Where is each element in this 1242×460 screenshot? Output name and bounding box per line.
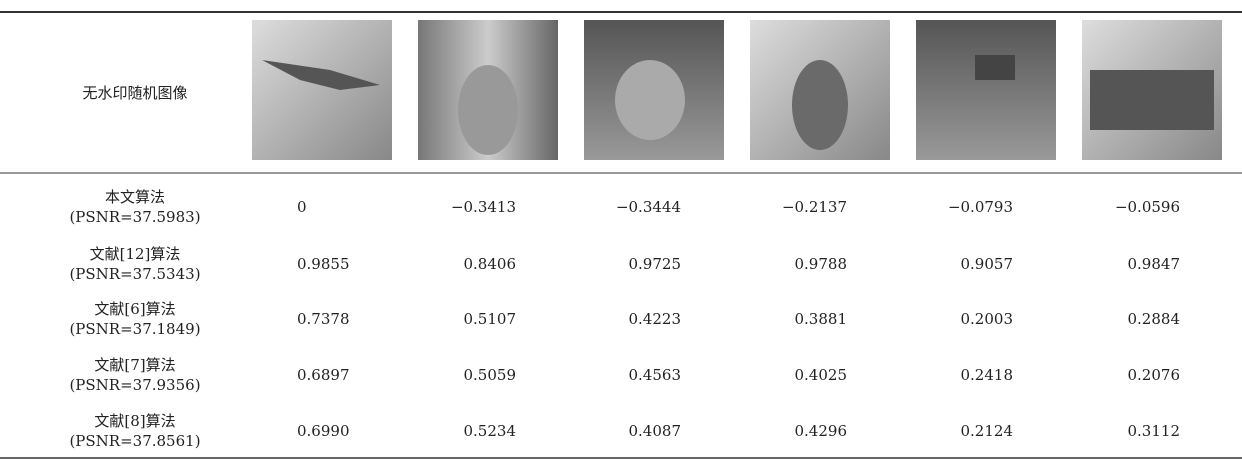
cell-value: 0.4296 <box>795 422 848 440</box>
image-thumbnail <box>252 20 392 160</box>
image-detail <box>1090 70 1214 130</box>
cell-value: 0.6897 <box>297 366 350 384</box>
cell-value: 0.6990 <box>297 422 350 440</box>
cell-value: 0.8406 <box>464 255 517 273</box>
method-name: 文献[7]算法 <box>94 356 175 374</box>
cell-value: −0.0793 <box>948 198 1013 216</box>
cell-value: 0 <box>297 198 307 216</box>
cell-value: 0.4223 <box>629 310 682 328</box>
image-thumbnails <box>252 20 1222 160</box>
method-psnr: (PSNR=37.8561) <box>69 432 200 450</box>
cell-value: 0.2003 <box>961 310 1014 328</box>
cell-value: 0.2076 <box>1128 366 1181 384</box>
image-thumbnail <box>916 20 1056 160</box>
cell-value: 0.4563 <box>629 366 682 384</box>
header-label: 无水印随机图像 <box>82 84 187 102</box>
cell-value: 0.2884 <box>1128 310 1181 328</box>
table: 无水印随机图像 本文算法 (PSNR=37.5983) 0 −0.3413 −0.344… <box>0 0 1242 460</box>
method-psnr: (PSNR=37.5343) <box>69 265 200 283</box>
cell-value: 0.9847 <box>1128 255 1181 273</box>
cell-value: −0.2137 <box>782 198 847 216</box>
cell-value: 0.9725 <box>629 255 682 273</box>
method-name: 本文算法 <box>105 188 165 206</box>
cell-value: 0.9788 <box>795 255 848 273</box>
table-body: 本文算法 (PSNR=37.5983) 0 −0.3413 −0.3444 −0.2137… <box>69 188 1180 450</box>
method-name: 文献[6]算法 <box>94 300 175 318</box>
cell-value: 0.5059 <box>464 366 517 384</box>
image-detail <box>458 65 518 155</box>
cell-value: −0.3444 <box>616 198 681 216</box>
cell-value: 0.7378 <box>297 310 350 328</box>
method-psnr: (PSNR=37.5983) <box>69 208 200 226</box>
cell-value: −0.0596 <box>1115 198 1180 216</box>
cell-value: 0.9057 <box>961 255 1014 273</box>
cell-value: 0.5234 <box>464 422 517 440</box>
cell-value: 0.2124 <box>961 422 1014 440</box>
cell-value: 0.4025 <box>795 366 848 384</box>
cell-value: 0.9855 <box>297 255 350 273</box>
cell-value: 0.2418 <box>961 366 1014 384</box>
cell-value: 0.3112 <box>1128 422 1181 440</box>
cell-value: −0.3413 <box>451 198 516 216</box>
image-detail <box>615 60 685 140</box>
method-name: 文献[8]算法 <box>94 412 175 430</box>
method-psnr: (PSNR=37.9356) <box>69 376 200 394</box>
cell-value: 0.4087 <box>629 422 682 440</box>
cell-value: 0.3881 <box>795 310 848 328</box>
image-detail <box>975 55 1015 80</box>
image-detail <box>792 60 848 150</box>
method-psnr: (PSNR=37.1849) <box>69 320 200 338</box>
method-name: 文献[12]算法 <box>90 245 181 263</box>
cell-value: 0.5107 <box>464 310 517 328</box>
